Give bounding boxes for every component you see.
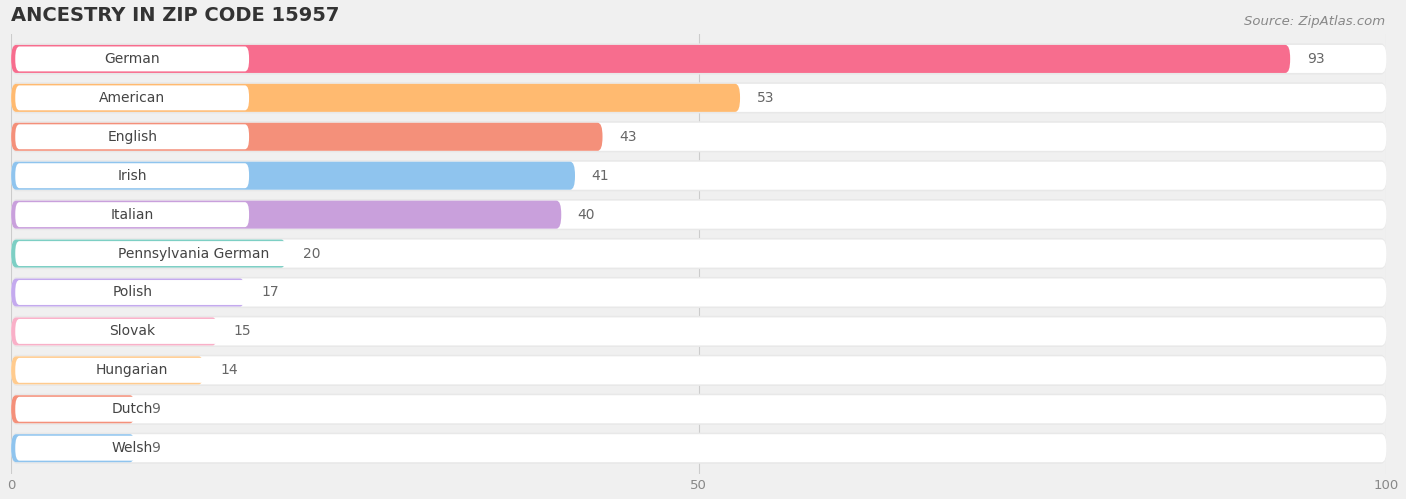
FancyBboxPatch shape — [11, 240, 287, 267]
Text: 43: 43 — [619, 130, 637, 144]
FancyBboxPatch shape — [11, 316, 1386, 347]
FancyBboxPatch shape — [11, 433, 1386, 464]
Text: 17: 17 — [262, 285, 278, 299]
FancyBboxPatch shape — [11, 201, 561, 229]
FancyBboxPatch shape — [11, 45, 1386, 73]
FancyBboxPatch shape — [11, 238, 1386, 269]
FancyBboxPatch shape — [15, 124, 249, 149]
Text: Dutch: Dutch — [111, 402, 153, 416]
Text: 15: 15 — [233, 324, 252, 338]
FancyBboxPatch shape — [11, 45, 1291, 73]
Text: 20: 20 — [302, 247, 321, 260]
FancyBboxPatch shape — [11, 240, 1386, 267]
FancyBboxPatch shape — [11, 162, 575, 190]
FancyBboxPatch shape — [15, 358, 249, 383]
FancyBboxPatch shape — [15, 46, 249, 71]
FancyBboxPatch shape — [11, 123, 603, 151]
FancyBboxPatch shape — [11, 317, 1386, 345]
Text: German: German — [104, 52, 160, 66]
FancyBboxPatch shape — [11, 84, 1386, 112]
FancyBboxPatch shape — [11, 123, 1386, 151]
FancyBboxPatch shape — [11, 395, 1386, 423]
Text: English: English — [107, 130, 157, 144]
Text: 93: 93 — [1306, 52, 1324, 66]
Text: Polish: Polish — [112, 285, 152, 299]
FancyBboxPatch shape — [11, 434, 135, 462]
FancyBboxPatch shape — [11, 317, 218, 345]
Text: American: American — [98, 91, 166, 105]
Text: 41: 41 — [592, 169, 609, 183]
Text: 9: 9 — [152, 441, 160, 455]
FancyBboxPatch shape — [15, 85, 249, 110]
FancyBboxPatch shape — [11, 43, 1386, 74]
FancyBboxPatch shape — [11, 395, 135, 423]
FancyBboxPatch shape — [15, 319, 249, 344]
Text: Irish: Irish — [118, 169, 146, 183]
FancyBboxPatch shape — [11, 355, 1386, 386]
FancyBboxPatch shape — [11, 278, 245, 306]
FancyBboxPatch shape — [11, 199, 1386, 230]
FancyBboxPatch shape — [11, 434, 1386, 462]
Text: Welsh: Welsh — [111, 441, 153, 455]
Text: Source: ZipAtlas.com: Source: ZipAtlas.com — [1244, 15, 1385, 28]
FancyBboxPatch shape — [11, 201, 1386, 229]
Text: 9: 9 — [152, 402, 160, 416]
Text: ANCESTRY IN ZIP CODE 15957: ANCESTRY IN ZIP CODE 15957 — [11, 6, 339, 25]
FancyBboxPatch shape — [11, 356, 204, 384]
FancyBboxPatch shape — [15, 202, 249, 227]
FancyBboxPatch shape — [15, 163, 249, 188]
Text: 14: 14 — [221, 363, 238, 377]
Text: 53: 53 — [756, 91, 775, 105]
FancyBboxPatch shape — [15, 397, 249, 422]
FancyBboxPatch shape — [15, 436, 249, 461]
Text: 40: 40 — [578, 208, 595, 222]
FancyBboxPatch shape — [11, 278, 1386, 306]
Text: Pennsylvania German: Pennsylvania German — [118, 247, 270, 260]
FancyBboxPatch shape — [11, 356, 1386, 384]
FancyBboxPatch shape — [15, 280, 249, 305]
FancyBboxPatch shape — [11, 162, 1386, 190]
FancyBboxPatch shape — [11, 277, 1386, 308]
FancyBboxPatch shape — [11, 394, 1386, 425]
Text: Hungarian: Hungarian — [96, 363, 169, 377]
Text: Italian: Italian — [111, 208, 153, 222]
FancyBboxPatch shape — [15, 241, 373, 266]
FancyBboxPatch shape — [11, 82, 1386, 113]
FancyBboxPatch shape — [11, 121, 1386, 152]
Text: Slovak: Slovak — [110, 324, 155, 338]
FancyBboxPatch shape — [11, 160, 1386, 191]
FancyBboxPatch shape — [11, 84, 740, 112]
